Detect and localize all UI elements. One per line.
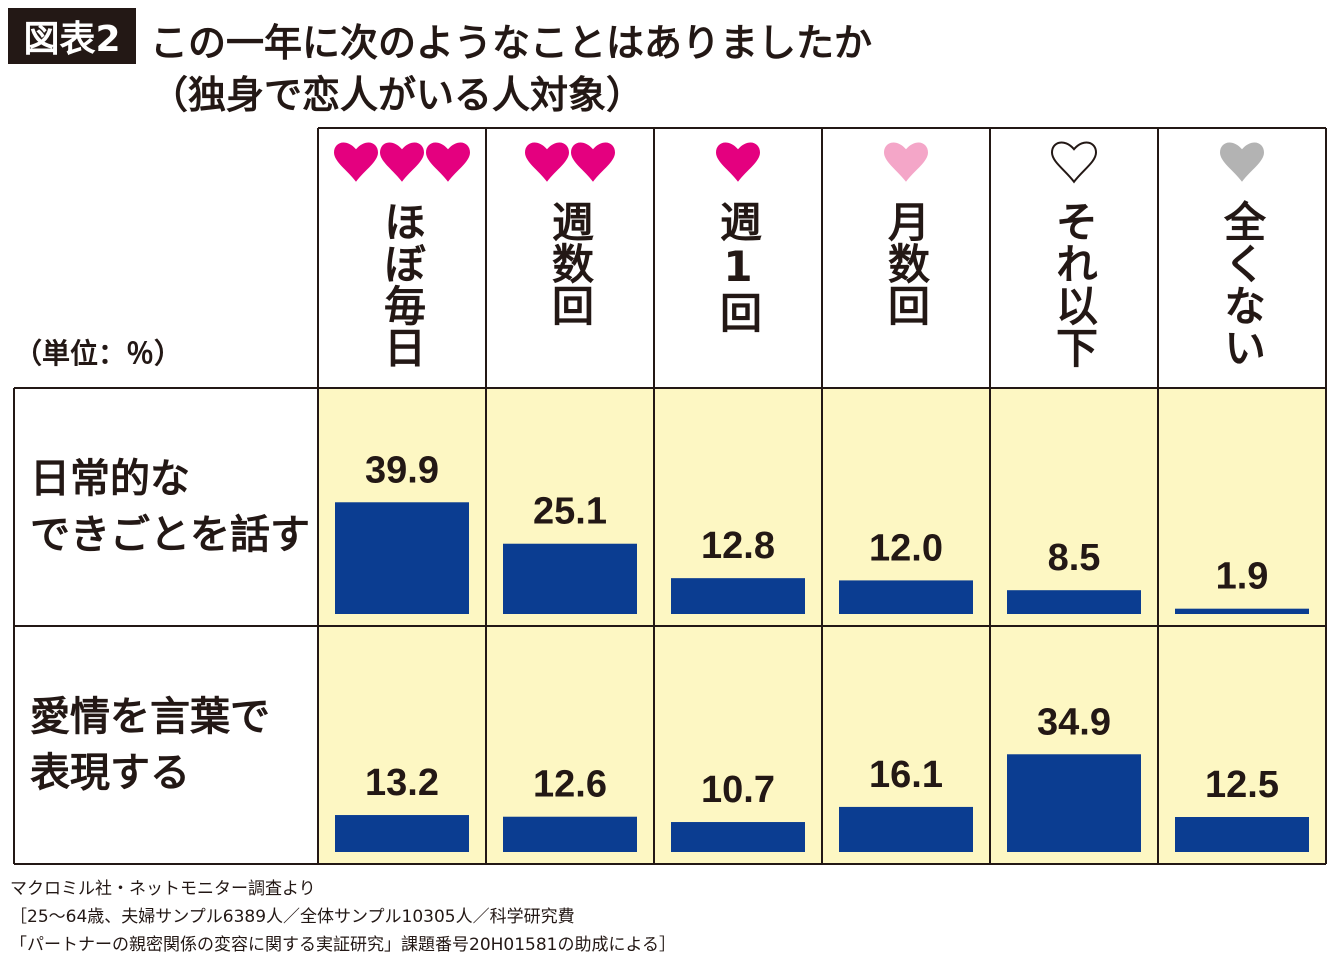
chart-title: この一年に次のようなことはありましたか bbox=[150, 21, 873, 65]
value-label: 12.8 bbox=[701, 525, 775, 567]
bar bbox=[1175, 817, 1309, 852]
category-label: 週1回 bbox=[714, 200, 763, 333]
heart-icon bbox=[334, 142, 378, 182]
footer-source: マクロミル社・ネットモニター調査より bbox=[10, 879, 316, 899]
category-label: 月数回 bbox=[882, 200, 931, 326]
value-label: 10.7 bbox=[701, 769, 775, 811]
value-label: 13.2 bbox=[365, 762, 439, 804]
bar bbox=[1175, 608, 1309, 614]
value-label: 12.6 bbox=[533, 764, 607, 806]
row-label: 表現する bbox=[30, 750, 190, 796]
heart-icon bbox=[1050, 141, 1098, 184]
value-label: 25.1 bbox=[533, 491, 607, 533]
heart-icon bbox=[525, 142, 569, 182]
chart-subtitle: （独身で恋人がいる人対象） bbox=[150, 73, 645, 117]
value-label: 12.0 bbox=[869, 527, 943, 569]
bar bbox=[839, 580, 973, 614]
heart-icon bbox=[380, 142, 424, 182]
heart-icon bbox=[571, 142, 615, 182]
unit-label: （単位：％） bbox=[14, 337, 183, 370]
value-label: 16.1 bbox=[869, 754, 943, 796]
row-label: できごとを話す bbox=[30, 512, 310, 558]
value-label: 8.5 bbox=[1048, 537, 1101, 579]
bar bbox=[671, 822, 805, 852]
category-label: 週数回 bbox=[546, 200, 595, 326]
bar bbox=[1007, 754, 1141, 852]
heart-icon bbox=[884, 142, 928, 182]
category-label: それ以下 bbox=[1050, 200, 1099, 368]
category-label: ほぼ毎日 bbox=[378, 200, 427, 368]
value-label: 34.9 bbox=[1037, 701, 1111, 743]
row-label: 日常的な bbox=[30, 456, 190, 502]
bar bbox=[1007, 590, 1141, 614]
footer-sample-note: ［25〜64歳、夫婦サンプル6389人／全体サンプル10305人／科学研究費 bbox=[10, 907, 575, 927]
value-label: 39.9 bbox=[365, 449, 439, 491]
category-label: 全くない bbox=[1218, 199, 1267, 368]
heart-icon bbox=[716, 142, 760, 182]
heart-icon bbox=[1220, 142, 1264, 182]
bar bbox=[671, 578, 805, 614]
footer-grant-note: 「パートナーの親密関係の変容に関する実証研究」課題番号20H01581の助成によ… bbox=[10, 935, 676, 955]
bar bbox=[503, 543, 637, 614]
value-label: 1.9 bbox=[1216, 556, 1269, 598]
heart-icon bbox=[426, 142, 470, 182]
value-label: 12.5 bbox=[1205, 764, 1279, 806]
bar bbox=[503, 816, 637, 852]
bar bbox=[335, 502, 469, 614]
bar bbox=[839, 806, 973, 852]
figure-label-badge: 図表2 bbox=[8, 8, 136, 64]
row-label: 愛情を言葉で bbox=[30, 694, 270, 740]
bar bbox=[335, 815, 469, 852]
